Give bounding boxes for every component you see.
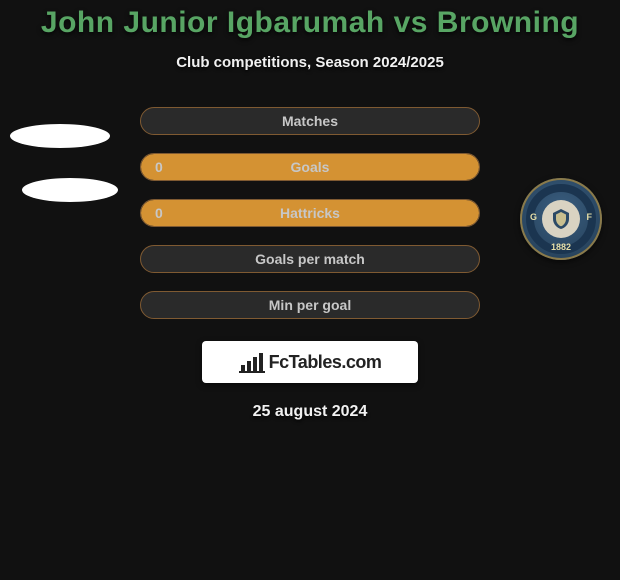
stat-label-matches: Matches bbox=[282, 113, 338, 129]
badge-letter-left: G bbox=[530, 212, 537, 222]
left-avatar-2 bbox=[22, 178, 118, 202]
stat-left-value-goals: 0 bbox=[155, 159, 163, 175]
stat-row-mpg: Min per goal bbox=[140, 291, 480, 319]
badge-letter-right: F bbox=[587, 212, 593, 222]
stat-label-gpm: Goals per match bbox=[255, 251, 365, 267]
club-badge: G F 1882 bbox=[520, 178, 602, 260]
stat-row-goals: 0 Goals bbox=[140, 153, 480, 181]
stat-row-gpm: Goals per match bbox=[140, 245, 480, 273]
badge-year: 1882 bbox=[520, 242, 602, 252]
badge-center bbox=[542, 200, 580, 238]
snapshot-date: 25 august 2024 bbox=[0, 403, 620, 421]
left-avatar-1 bbox=[10, 124, 110, 148]
season-subtitle: Club competitions, Season 2024/2025 bbox=[0, 54, 620, 71]
bar-chart-icon bbox=[239, 351, 265, 373]
page-title: John Junior Igbarumah vs Browning bbox=[0, 0, 620, 40]
stat-label-hattricks: Hattricks bbox=[280, 205, 340, 221]
stat-label-mpg: Min per goal bbox=[269, 297, 351, 313]
source-logo-text: FcTables.com bbox=[269, 352, 382, 373]
stat-row-matches: Matches bbox=[140, 107, 480, 135]
stat-left-value-hattricks: 0 bbox=[155, 205, 163, 221]
source-logo: FcTables.com bbox=[202, 341, 418, 383]
stat-label-goals: Goals bbox=[291, 159, 330, 175]
crest-icon bbox=[549, 207, 573, 231]
stat-row-hattricks: 0 Hattricks bbox=[140, 199, 480, 227]
